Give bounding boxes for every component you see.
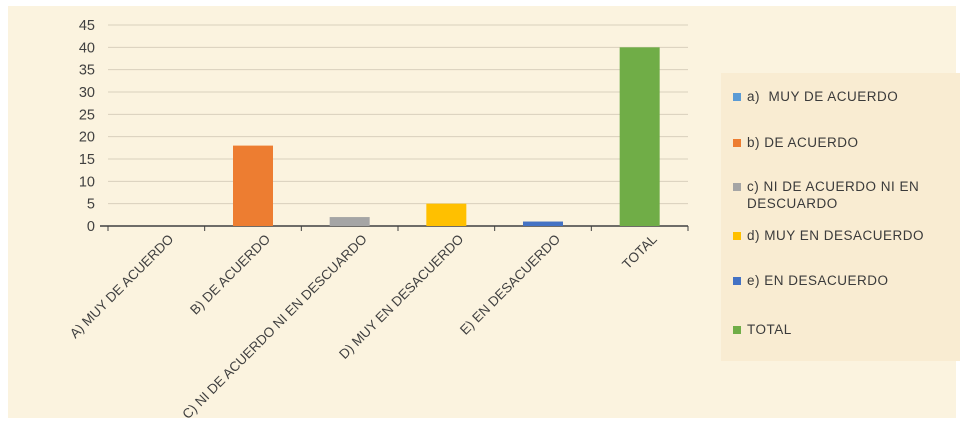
legend-label: b) DE ACUERDO [747, 135, 859, 150]
x-tick-label: C) NI DE ACUERDO NI EN DESCUARDO [179, 232, 369, 418]
y-tick-label: 0 [87, 219, 95, 235]
legend-item: TOTAL [733, 321, 960, 338]
legend-item: c) NI DE ACUERDO NI EN DESCUARDO [733, 178, 960, 212]
legend-swatch [733, 93, 741, 101]
bar [329, 217, 370, 226]
legend-item: a) MUY DE ACUERDO [733, 88, 960, 105]
y-tick-label: 30 [79, 85, 95, 101]
legend-label: e) EN DESACUERDO [747, 273, 889, 288]
legend-item: e) EN DESACUERDO [733, 272, 960, 289]
bar [619, 47, 660, 227]
legend-label: a) MUY DE ACUERDO [747, 89, 899, 104]
chart-legend: a) MUY DE ACUERDO b) DE ACUERDO c) NI DE A… [721, 73, 960, 361]
x-tick-label: TOTAL [619, 231, 660, 272]
legend-label: TOTAL [747, 322, 792, 337]
y-tick-label: 35 [79, 63, 95, 79]
x-tick-label: B) DE ACUERDO [187, 232, 273, 318]
legend-label: c) NI DE ACUERDO NI EN DESCUARDO [747, 179, 924, 211]
x-tick-label: A) MUY DE ACUERDO [67, 232, 177, 342]
y-tick-label: 10 [79, 174, 95, 190]
x-tick-label: E) EN DESACUERDO [457, 232, 563, 338]
y-tick-label: 40 [79, 40, 95, 56]
legend-item: b) DE ACUERDO [733, 134, 960, 151]
legend-swatch [733, 232, 741, 240]
bar [523, 221, 563, 226]
bar [426, 203, 467, 226]
legend-swatch [733, 326, 741, 334]
chart-area: 0 5 10 15 20 25 30 35 40 45 A) MUY DE ACUERDO B) DE… [8, 6, 960, 418]
legend-label: d) MUY EN DESACUERDO [747, 228, 925, 243]
legend-swatch [733, 139, 741, 147]
y-tick-label: 25 [79, 107, 95, 123]
bar-chart: 0 5 10 15 20 25 30 35 40 45 A) MUY DE ACUERDO B) DE… [67, 18, 689, 418]
y-tick-label: 45 [79, 18, 95, 34]
bar [233, 145, 273, 226]
legend-swatch [733, 183, 741, 191]
legend-item: d) MUY EN DESACUERDO [733, 227, 960, 244]
y-tick-label: 20 [79, 130, 95, 146]
y-tick-label: 5 [87, 197, 95, 213]
legend-swatch [733, 277, 741, 285]
y-tick-label: 15 [79, 152, 95, 168]
